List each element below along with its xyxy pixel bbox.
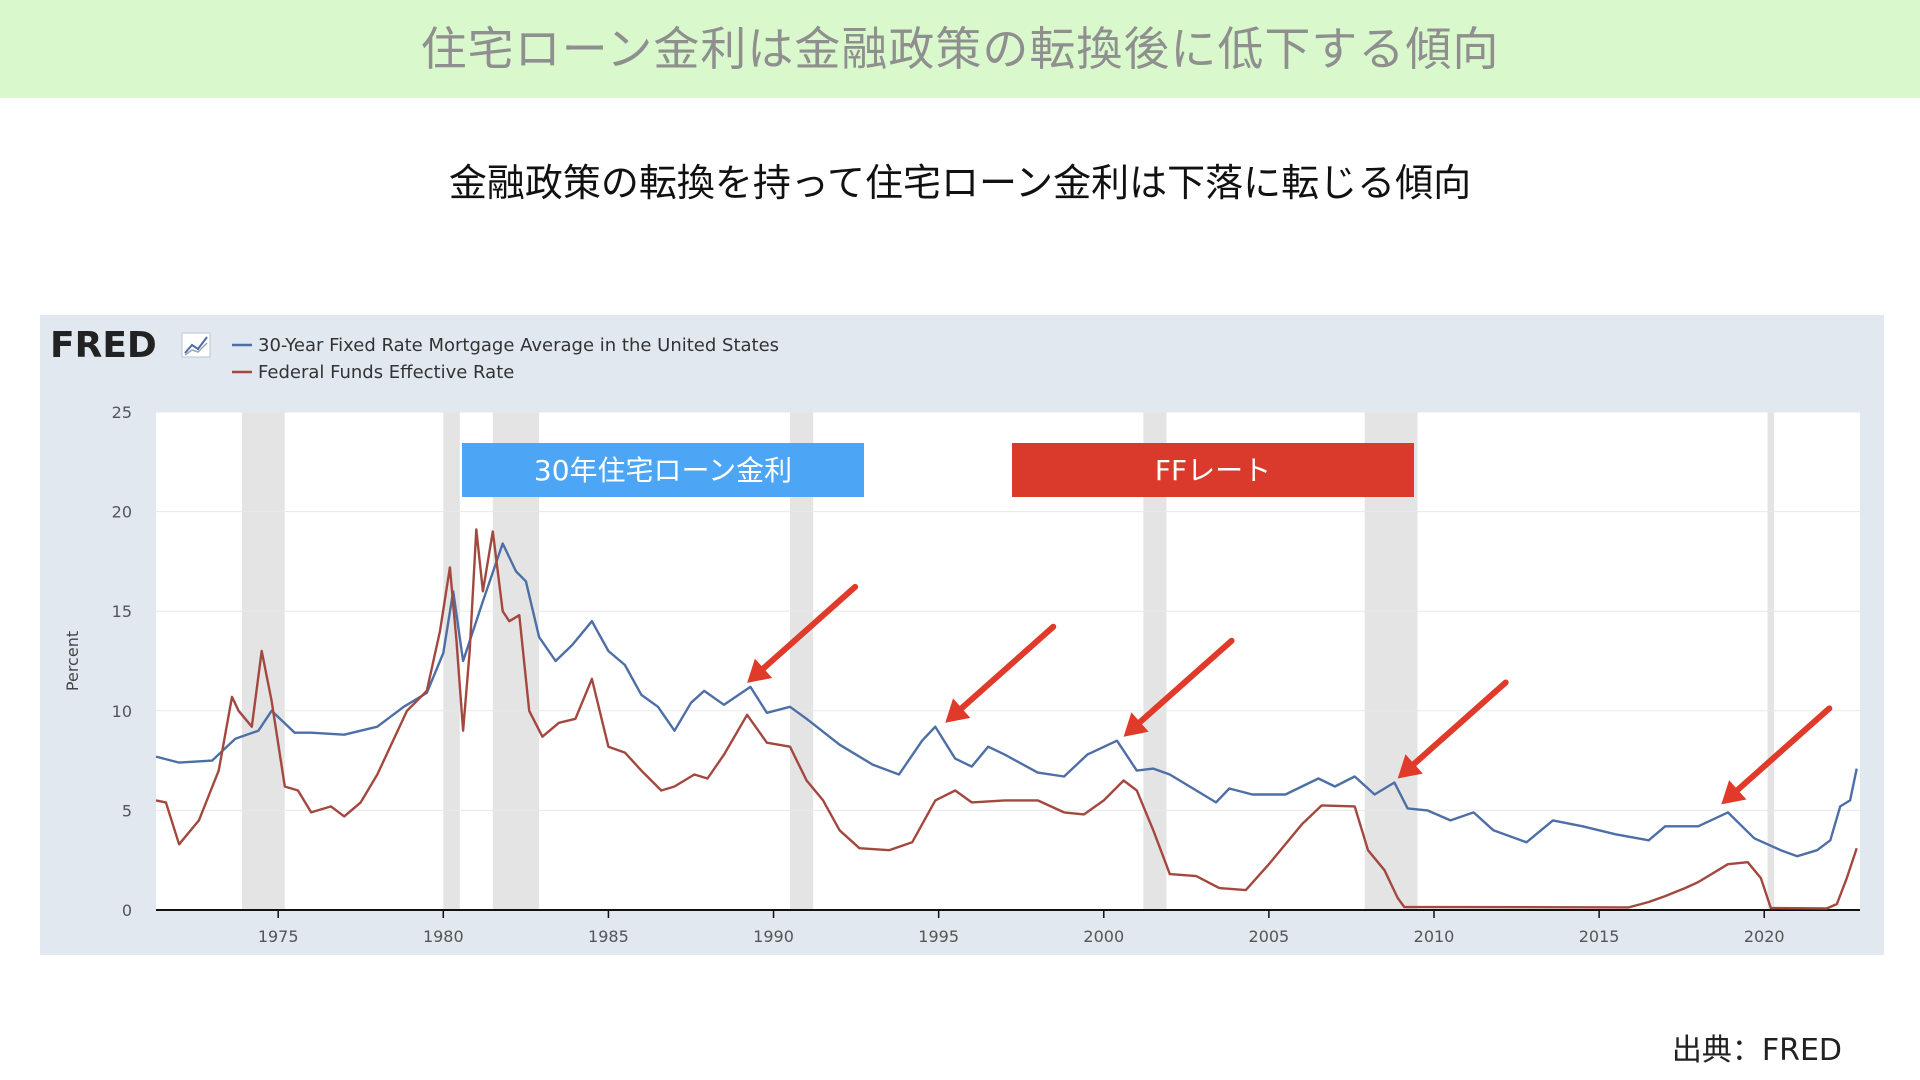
source-note: 出典：FRED (1671, 1033, 1842, 1068)
label-mortgage: 30年住宅ローン金利 (462, 443, 864, 497)
annotation-arrow-shaft-0 (760, 583, 859, 672)
page-subtitle: 金融政策の転換を持って住宅ローン金利は下落に転じる傾向 (448, 161, 1472, 205)
label-fedfunds: FFレート (1012, 443, 1414, 497)
page-title: 住宅ローン金利は金融政策の転換後に低下する傾向 (420, 22, 1500, 76)
annotation-arrow-2 (1123, 637, 1235, 737)
legend-label-fedfunds: Federal Funds Effective Rate (258, 362, 514, 383)
label-mortgage-box (462, 443, 864, 497)
annotation-arrow-1 (945, 623, 1057, 723)
plot-area (156, 412, 1860, 910)
title-banner (0, 0, 1920, 98)
x-tick-label-2020: 2020 (1744, 927, 1785, 946)
x-tick-label-1995: 1995 (918, 927, 959, 946)
y-tick-label-25: 25 (112, 403, 132, 422)
x-tick-label-1980: 1980 (423, 927, 464, 946)
label-fedfunds-text: FFレート (1155, 454, 1271, 487)
x-tick-label-1990: 1990 (753, 927, 794, 946)
y-tick-label-10: 10 (112, 702, 132, 721)
x-tick-label-2015: 2015 (1579, 927, 1620, 946)
annotation-arrow-shaft-4 (1734, 705, 1833, 793)
legend: 30-Year Fixed Rate Mortgage Average in t… (232, 335, 779, 383)
x-tick-label-1985: 1985 (588, 927, 629, 946)
annotation-arrow-head-3 (1397, 754, 1423, 779)
y-tick-label-5: 5 (122, 801, 132, 820)
annotation-arrow-4 (1721, 705, 1833, 805)
grid-lines (156, 411, 1860, 811)
recession-band-4 (1143, 412, 1167, 910)
label-fedfunds-box (1012, 443, 1414, 497)
fred-chart: FRED 30-Year Fixed Rate Mortgage Average… (50, 325, 1860, 946)
x-tick-label-2010: 2010 (1414, 927, 1455, 946)
annotation-arrow-0 (747, 583, 859, 683)
y-tick-label-0: 0 (122, 901, 132, 920)
annotation-arrow-shaft-3 (1411, 679, 1509, 767)
annotation-arrow-head-0 (747, 658, 773, 683)
y-tick-label-15: 15 (112, 602, 132, 621)
annotation-arrow-head-2 (1123, 712, 1149, 737)
x-tick-label-2005: 2005 (1249, 927, 1290, 946)
annotation-arrows (747, 583, 1833, 805)
chart-panel: FRED 30-Year Fixed Rate Mortgage Average… (40, 315, 1884, 955)
fred-logo-graph-icon (181, 332, 211, 358)
annotation-arrow-shaft-1 (958, 623, 1057, 712)
fred-logo: FRED (50, 325, 157, 366)
recession-band-3 (790, 412, 814, 910)
x-axis-ticks: 1975 1980 1985 1990 1995 2000 2005 2010 2015 2020 (258, 910, 1785, 946)
series-line-fedfunds (155, 528, 1858, 910)
y-axis-label: Percent (63, 631, 82, 691)
annotation-arrow-head-4 (1721, 780, 1747, 805)
x-tick-label-2000: 2000 (1083, 927, 1124, 946)
recession-bands (241, 412, 1775, 910)
series-line-mortgage (155, 542, 1858, 858)
y-axis-ticks: 0 5 10 15 20 25 (112, 403, 132, 920)
recession-band-1 (443, 412, 460, 910)
annotation-arrow-head-1 (945, 698, 971, 723)
annotation-arrow-3 (1397, 679, 1509, 779)
legend-label-mortgage: 30-Year Fixed Rate Mortgage Average in t… (258, 335, 779, 356)
y-tick-label-20: 20 (112, 503, 132, 522)
label-mortgage-text: 30年住宅ローン金利 (534, 454, 792, 487)
series-lines (155, 528, 1858, 910)
annotation-arrow-shaft-2 (1137, 637, 1235, 726)
x-tick-label-1975: 1975 (258, 927, 299, 946)
recession-band-6 (1767, 412, 1775, 910)
